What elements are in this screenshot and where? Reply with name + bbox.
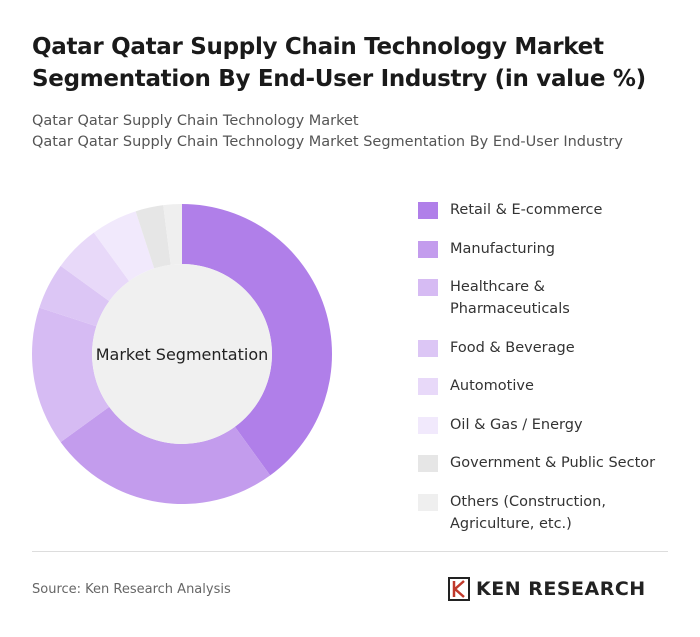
- legend-item: Manufacturing: [418, 238, 678, 260]
- donut-segment: [60, 232, 130, 302]
- donut-chart: Market Segmentation: [32, 204, 332, 504]
- legend-item: Retail & E-commerce: [418, 199, 678, 221]
- legend-label: Retail & E-commerce: [450, 202, 603, 218]
- donut-segment: [135, 205, 171, 269]
- logo-icon: [448, 577, 470, 601]
- legend-label: Food & Beverage: [450, 339, 575, 356]
- legend-swatch: [418, 339, 438, 357]
- legend-item: Automotive: [418, 375, 678, 397]
- legend-label: Others (Construction, Agriculture, etc.): [450, 493, 606, 532]
- subtitle: Qatar Qatar Supply Chain Technology Mark…: [32, 134, 623, 150]
- legend-swatch: [418, 240, 438, 258]
- legend-swatch: [418, 493, 438, 511]
- legend-swatch: [418, 416, 438, 434]
- donut-segment: [182, 204, 332, 476]
- donut-segment: [32, 307, 110, 443]
- legend-item: Oil & Gas / Energy: [418, 414, 678, 436]
- chart-title: Qatar Qatar Supply Chain Technology Mark…: [32, 34, 646, 92]
- legend-label: Automotive: [450, 378, 534, 394]
- donut-hole: [92, 264, 272, 444]
- legend-label: Manufacturing: [450, 240, 555, 257]
- legend-swatch: [418, 455, 438, 472]
- legend-swatch: [418, 279, 438, 296]
- subtitle: Qatar Qatar Supply Chain Technology Mark…: [32, 113, 359, 129]
- legend-item: Others (Construction, Agriculture, etc.): [418, 491, 678, 535]
- donut-segment: [39, 265, 110, 327]
- legend-swatch: [418, 378, 438, 395]
- source: Source: Ken Research Analysis: [32, 582, 231, 597]
- logo: KEN RESEARCH: [448, 577, 646, 601]
- legend-item: Government & Public Sector: [418, 452, 678, 474]
- legend-label: Oil & Gas / Energy: [450, 416, 583, 433]
- logo-text: KEN RESEARCH: [476, 578, 646, 600]
- center-label: Market Segmentation: [96, 345, 269, 364]
- divider: [32, 551, 668, 552]
- legend: Retail & E-commerce Manufacturing Healthca…: [418, 199, 678, 551]
- donut-segment: [93, 211, 155, 282]
- legend-swatch: [418, 202, 438, 219]
- legend-label: Healthcare & Pharmaceuticals: [450, 279, 570, 317]
- legend-item: Food & Beverage: [418, 337, 678, 359]
- legend-item: Healthcare & Pharmaceuticals: [418, 276, 678, 320]
- legend-label: Government & Public Sector: [450, 455, 656, 471]
- donut-segment: [163, 204, 182, 265]
- donut-segment: [60, 406, 271, 504]
